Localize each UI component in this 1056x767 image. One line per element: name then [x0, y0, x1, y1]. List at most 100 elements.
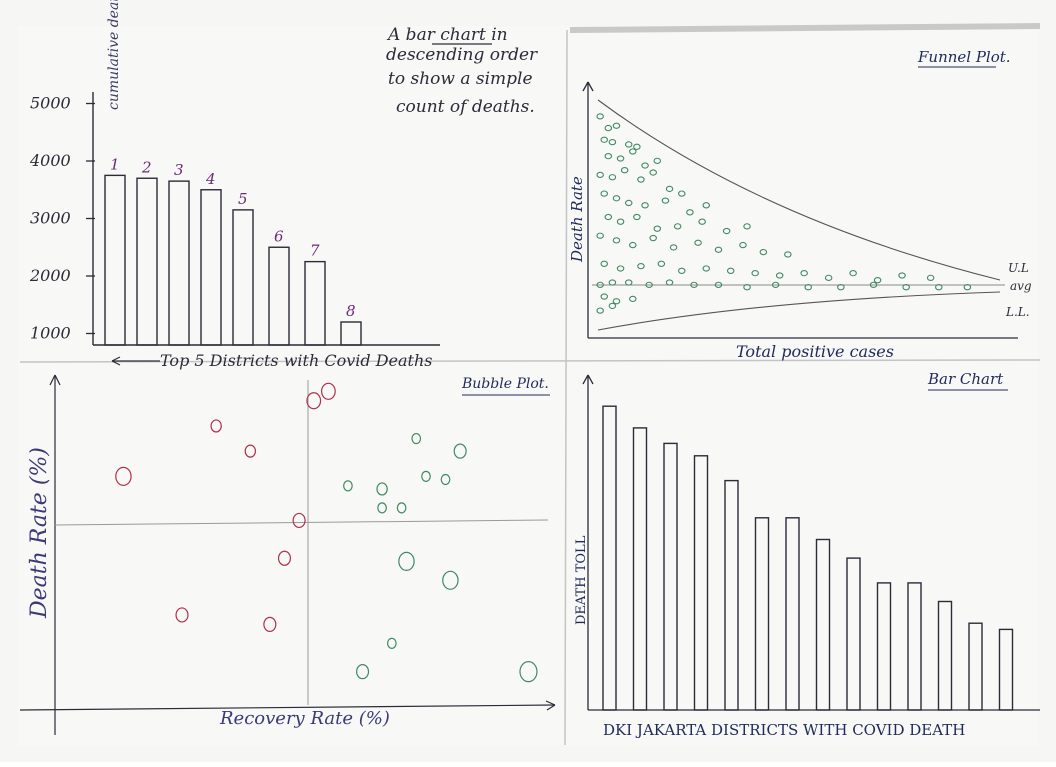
y-tick-label: 4000	[29, 151, 71, 170]
y-arrow	[49, 374, 61, 386]
bar	[632, 427, 648, 711]
bubble-title: Bubble Plot.	[461, 376, 549, 392]
funnel-point	[641, 202, 649, 209]
bubble	[398, 551, 415, 572]
funnel-point	[612, 122, 621, 129]
bubble	[292, 512, 306, 529]
funnel-point	[616, 265, 625, 272]
bar	[602, 405, 617, 711]
bar	[815, 538, 831, 711]
panel-bar-chart: Bar Chart DEATH TOLL DKI JAKARTA DISTRIC…	[574, 370, 1040, 739]
x-axis-label: DKI JAKARTA DISTRICTS WITH COVID DEATH	[603, 721, 965, 739]
funnel-point	[600, 260, 608, 267]
funnel-point	[637, 176, 645, 183]
bar	[907, 582, 922, 711]
note-line-2: descending order	[386, 45, 538, 65]
funnel-point	[722, 227, 731, 235]
bubble	[356, 664, 370, 680]
page-top-shadow	[569, 23, 1041, 33]
funnel-point	[702, 265, 710, 272]
bubble	[321, 382, 336, 400]
bubble	[244, 444, 257, 458]
funnel-point	[690, 281, 698, 289]
y-axis-label: DEATH TOLL	[574, 535, 589, 625]
horizontal-divider	[19, 359, 1041, 363]
bubble	[343, 480, 353, 492]
panel-descending-bar-chart: 1000 2000 3000 4000 5000 1 2 3 4 5 6 7 8 cumulative…	[29, 0, 440, 370]
y-arrow	[582, 81, 594, 92]
funnel-point	[751, 270, 759, 277]
funnel-point	[869, 281, 878, 289]
bar-rank-label: 6	[274, 227, 284, 245]
paper-sheet	[18, 26, 1038, 746]
bar	[304, 260, 326, 346]
funnel-point	[743, 284, 751, 291]
funnel-point	[612, 195, 621, 202]
bar	[846, 557, 861, 711]
funnel-point	[686, 209, 694, 216]
funnel-point	[633, 143, 641, 150]
funnel-point	[804, 284, 812, 291]
funnel-point	[637, 262, 645, 270]
funnel-point	[653, 157, 662, 164]
bars	[602, 405, 1014, 711]
funnel-point	[600, 136, 608, 143]
label-upper-limit: U.L	[1008, 261, 1029, 275]
funnel-point	[600, 293, 608, 300]
bar-rank-label: 7	[310, 242, 320, 260]
funnel-point	[612, 298, 621, 305]
funnel-point	[665, 279, 674, 286]
bar-rank-label: 5	[238, 190, 248, 208]
funnel-point	[596, 281, 604, 289]
funnel-point	[935, 284, 943, 291]
funnel-point	[784, 251, 792, 258]
funnel-point	[653, 225, 662, 232]
x-axis-label: Total positive cases	[736, 342, 894, 361]
funnel-point	[694, 239, 702, 246]
bar	[340, 321, 362, 346]
funnel-point	[665, 185, 674, 193]
arrow-head	[111, 356, 121, 366]
funnel-point	[759, 248, 768, 256]
bubble	[453, 443, 467, 459]
y-ticks: 1000 2000 3000 4000 5000	[29, 94, 95, 343]
funnel-point	[678, 190, 686, 197]
bubble	[411, 432, 422, 445]
funnel-point	[604, 153, 613, 160]
funnel-point	[645, 281, 653, 289]
funnel-point	[612, 237, 621, 244]
funnel-point	[596, 232, 604, 239]
funnel-point	[629, 148, 637, 155]
bar	[785, 517, 800, 711]
funnel-point	[608, 174, 617, 181]
funnel-point	[739, 241, 747, 249]
bar	[136, 177, 158, 346]
bar	[968, 622, 983, 711]
bar	[200, 189, 222, 346]
bubble	[519, 661, 538, 683]
funnel-point	[743, 223, 751, 230]
bubble	[175, 607, 189, 623]
bubble	[442, 570, 459, 590]
label-lower-limit: L.L.	[1005, 305, 1030, 319]
bar	[998, 628, 1014, 711]
funnel-point	[702, 202, 710, 209]
funnel-point	[633, 213, 641, 221]
funnel-point	[898, 272, 906, 279]
funnel-point	[661, 197, 670, 204]
funnel-point	[604, 124, 613, 132]
upper-limit-curve	[597, 99, 1001, 281]
funnel-point	[873, 277, 882, 284]
funnel-point	[608, 138, 617, 146]
funnel-point	[714, 281, 723, 289]
funnel-point	[604, 213, 613, 221]
funnel-point	[837, 284, 845, 291]
y-tick-label: 5000	[30, 94, 71, 113]
x-axis-label: Recovery Rate (%)	[219, 708, 390, 729]
funnel-point	[616, 155, 625, 162]
y-tick-label: 1000	[30, 324, 71, 343]
bubble	[263, 616, 277, 633]
panel-bubble-plot: Bubble Plot. Death Rate (%) Recovery Rat…	[19, 374, 556, 735]
x-axis-label: Top 5 Districts with Covid Deaths	[160, 351, 432, 370]
